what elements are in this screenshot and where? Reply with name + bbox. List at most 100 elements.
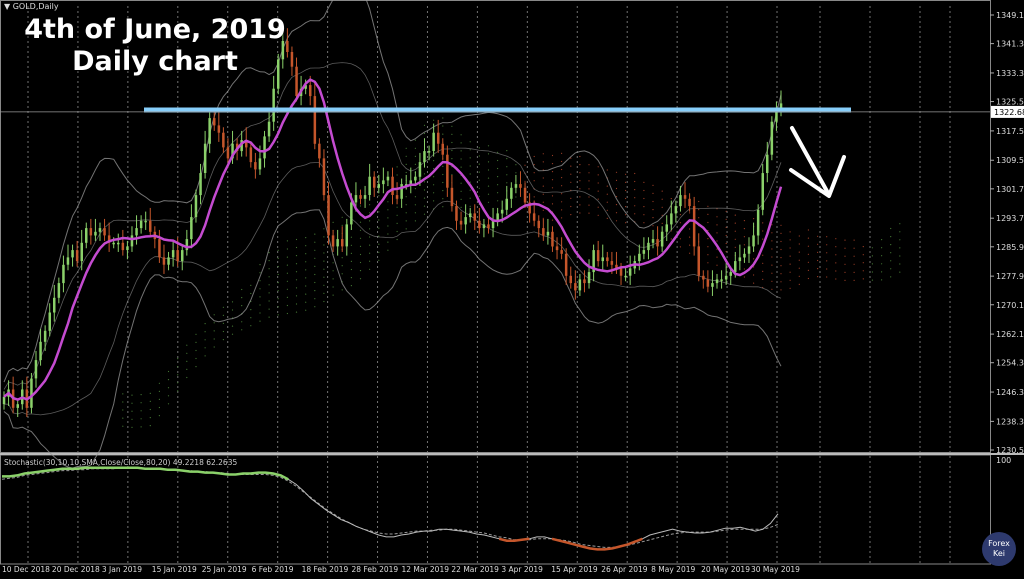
cloud-dot bbox=[689, 228, 691, 230]
cloud-dot bbox=[625, 173, 627, 175]
cloud-dot bbox=[771, 288, 773, 290]
time-tick-label: 30 May 2019 bbox=[751, 565, 800, 574]
candle-body bbox=[532, 213, 536, 221]
candle-body bbox=[85, 228, 88, 243]
cloud-dot bbox=[734, 214, 736, 216]
cloud-dot bbox=[652, 217, 654, 219]
cloud-dot bbox=[414, 196, 416, 198]
cloud-dot bbox=[387, 209, 389, 211]
cloud-dot bbox=[771, 280, 773, 282]
cloud-dot bbox=[762, 222, 764, 224]
cloud-dot bbox=[359, 237, 362, 239]
cloud-dot bbox=[506, 150, 508, 152]
cloud-dot bbox=[295, 303, 298, 305]
cloud-dot bbox=[606, 209, 608, 211]
cloud-dot bbox=[734, 238, 736, 240]
lower-band bbox=[3, 209, 782, 469]
cloud-dot bbox=[890, 268, 892, 270]
cloud-dot bbox=[615, 179, 618, 181]
cloud-dot bbox=[533, 180, 535, 182]
candle-body bbox=[363, 195, 367, 199]
candle-body bbox=[702, 275, 705, 280]
cloud-dot bbox=[405, 196, 407, 198]
cloud-dot bbox=[469, 149, 471, 151]
cloud-dot bbox=[277, 265, 279, 268]
cloud-dot bbox=[542, 201, 544, 203]
cloud-dot bbox=[862, 246, 864, 248]
cloud-dot bbox=[241, 329, 243, 331]
cloud-dot bbox=[433, 160, 435, 162]
candle-body bbox=[43, 330, 47, 342]
candle-body bbox=[500, 209, 504, 214]
cloud-dot bbox=[753, 258, 755, 260]
candle-body bbox=[756, 209, 760, 236]
cloud-dot bbox=[314, 241, 316, 243]
time-tick-label: 22 Mar 2019 bbox=[451, 565, 499, 574]
cloud-dot bbox=[844, 247, 846, 249]
cloud-dot bbox=[305, 285, 307, 287]
cloud-dot bbox=[899, 255, 901, 257]
candle-body bbox=[304, 85, 307, 89]
cloud-dot bbox=[341, 289, 343, 291]
candle-body bbox=[665, 224, 668, 232]
cloud-dot bbox=[725, 210, 727, 212]
candle-body bbox=[606, 257, 609, 262]
candle-body bbox=[199, 173, 202, 196]
cloud-dot bbox=[140, 418, 142, 420]
cloud-dot bbox=[131, 410, 133, 412]
cloud-dot bbox=[588, 180, 590, 182]
cloud-dot bbox=[268, 252, 270, 254]
cloud-dot bbox=[414, 188, 416, 190]
cloud-dot bbox=[250, 317, 252, 319]
symbol-text: GOLD,Daily bbox=[12, 2, 59, 11]
candle-body bbox=[523, 187, 527, 203]
cloud-dot bbox=[259, 320, 261, 322]
candle-body bbox=[414, 176, 417, 181]
candle-body bbox=[350, 202, 353, 225]
candle-body bbox=[277, 59, 280, 89]
cloud-dot bbox=[369, 212, 371, 214]
candles bbox=[2, 28, 783, 417]
candle-body bbox=[491, 220, 495, 229]
cloud-dot bbox=[341, 224, 343, 226]
candle-body bbox=[395, 195, 399, 199]
cloud-dot bbox=[725, 226, 727, 228]
cloud-dot bbox=[789, 271, 791, 273]
cloud-dot bbox=[725, 251, 727, 253]
cloud-dot bbox=[405, 163, 407, 165]
cloud-dot bbox=[561, 209, 563, 211]
candle-body bbox=[473, 213, 476, 221]
cloud-dot bbox=[497, 176, 499, 178]
candle-body bbox=[688, 198, 691, 207]
cloud-dot bbox=[780, 273, 782, 275]
cloud-dot bbox=[643, 181, 645, 183]
cloud-dot bbox=[469, 205, 471, 207]
cloud-dot bbox=[625, 189, 627, 192]
candle-body bbox=[185, 239, 189, 251]
cloud-dot bbox=[625, 214, 627, 216]
cloud-dot bbox=[698, 200, 700, 203]
cloud-dot bbox=[396, 214, 398, 216]
cloud-dot bbox=[131, 418, 133, 420]
candle-body bbox=[551, 231, 554, 247]
cloud-dot bbox=[295, 263, 298, 265]
candle-body bbox=[48, 312, 51, 331]
cloud-dot bbox=[277, 249, 279, 251]
candle-body bbox=[377, 184, 380, 188]
cloud-dot bbox=[350, 236, 352, 238]
candle-body bbox=[295, 66, 298, 96]
cloud-dot bbox=[140, 410, 142, 412]
cloud-dot bbox=[442, 117, 444, 119]
cloud-dot bbox=[734, 246, 736, 248]
cloud-dot bbox=[369, 236, 371, 238]
cloud-dot bbox=[451, 158, 453, 160]
candle-body bbox=[729, 272, 732, 276]
down-arrow-icon bbox=[789, 126, 846, 198]
cloud-dot bbox=[478, 187, 480, 189]
cloud-dot bbox=[570, 197, 572, 199]
cloud-dot bbox=[460, 198, 462, 200]
candle-body bbox=[711, 283, 714, 287]
cloud-dot bbox=[305, 261, 307, 263]
candle-body bbox=[167, 257, 170, 265]
cloud-dot bbox=[323, 260, 325, 262]
